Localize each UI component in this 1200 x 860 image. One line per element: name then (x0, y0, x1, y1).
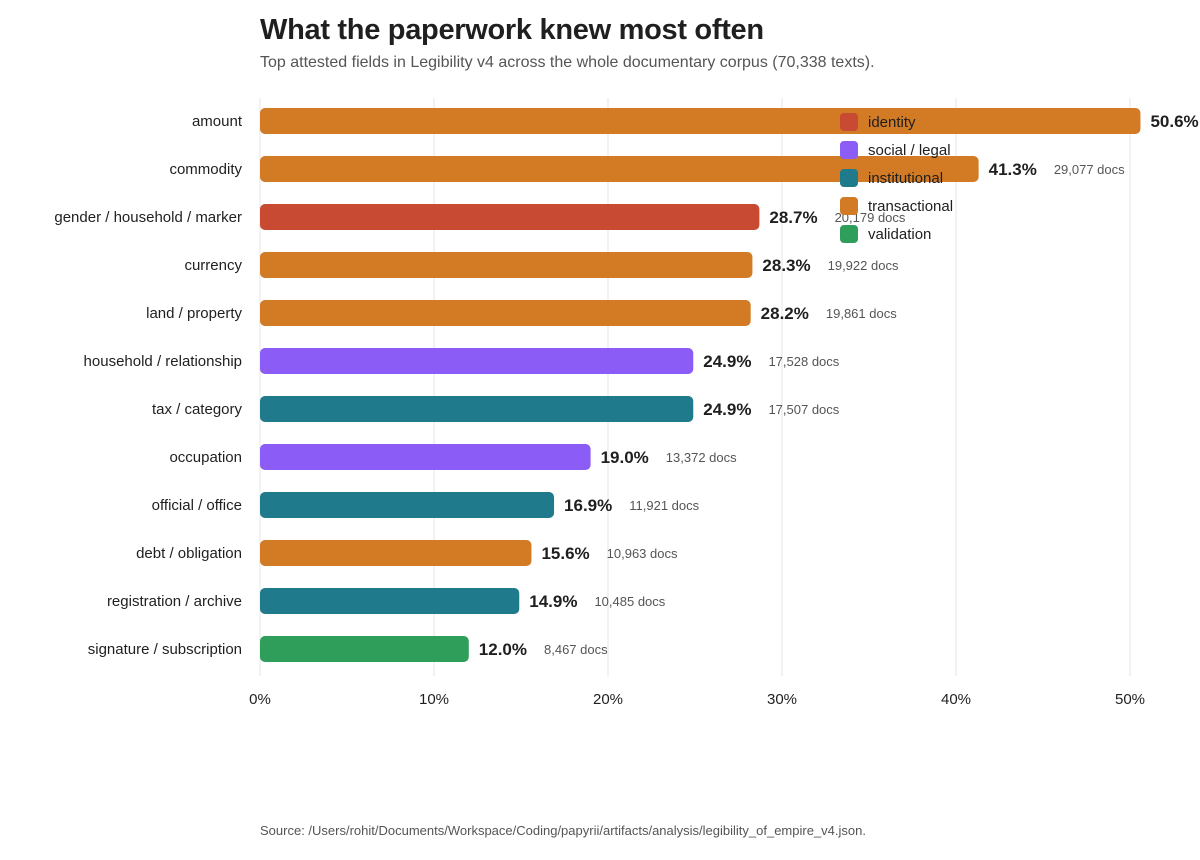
bar (260, 300, 751, 326)
category-label: tax / category (152, 401, 243, 418)
x-tick-label: 20% (593, 691, 623, 708)
legend-label: transactional (868, 197, 954, 215)
category-label: registration / archive (107, 593, 242, 610)
bar (260, 492, 555, 518)
doc-count-label: 10,963 docs (607, 546, 678, 561)
doc-count-label: 8,467 docs (544, 642, 608, 657)
bar (260, 636, 469, 662)
value-label: 50.6% (1150, 112, 1198, 131)
x-tick-label: 30% (767, 691, 797, 708)
category-label: official / office (152, 497, 242, 514)
value-label: 24.9% (703, 400, 751, 419)
bar (260, 108, 1141, 134)
bar (260, 588, 520, 614)
legend-item-validation: validation (840, 220, 953, 248)
value-label: 28.3% (762, 256, 810, 275)
category-label: currency (184, 257, 242, 274)
legend-swatch (840, 225, 858, 243)
legend-swatch (840, 113, 858, 131)
value-label: 28.2% (761, 304, 809, 323)
value-label: 24.9% (703, 352, 751, 371)
doc-count-label: 11,921 docs (629, 498, 699, 513)
doc-count-label: 17,507 docs (768, 402, 839, 417)
category-label: gender / household / marker (54, 209, 242, 226)
category-label: land / property (146, 305, 242, 322)
doc-count-label: 19,922 docs (828, 258, 899, 273)
doc-count-label: 13,372 docs (666, 450, 737, 465)
category-label: amount (192, 113, 243, 130)
x-tick-label: 0% (249, 691, 271, 708)
bar (260, 252, 753, 278)
legend-label: social / legal (868, 141, 951, 159)
legend-item-social-legal: social / legal (840, 136, 953, 164)
value-label: 19.0% (601, 448, 649, 467)
doc-count-label: 17,528 docs (768, 354, 839, 369)
doc-count-label: 29,077 docs (1054, 162, 1125, 177)
legend-swatch (840, 169, 858, 187)
category-label: commodity (169, 161, 242, 178)
legend-item-identity: identity (840, 108, 953, 136)
category-label: signature / subscription (88, 641, 242, 658)
bar-chart: 0% 10% 20% 30% 40% 50% amount 50.6% commodity 41.… (54, 98, 1199, 708)
value-label: 16.9% (564, 496, 612, 515)
category-label: occupation (169, 449, 242, 466)
chart-title: What the paperwork knew most often (260, 14, 764, 46)
value-label: 28.7% (769, 208, 817, 227)
bar (260, 444, 591, 470)
legend-label: institutional (868, 169, 944, 187)
x-tick-label: 50% (1115, 691, 1145, 708)
value-label: 12.0% (479, 640, 527, 659)
doc-count-label: 10,485 docs (594, 594, 665, 609)
category-label: debt / obligation (136, 545, 242, 562)
legend-label: validation (868, 225, 932, 243)
value-label: 41.3% (989, 160, 1037, 179)
bar (260, 204, 760, 230)
bar (260, 348, 694, 374)
bar (260, 396, 694, 422)
value-label: 15.6% (541, 544, 589, 563)
value-label: 14.9% (529, 592, 577, 611)
legend: identity social / legal institutional tr… (840, 108, 953, 248)
x-tick-label: 40% (941, 691, 971, 708)
chart-subtitle: Top attested fields in Legibility v4 acr… (260, 54, 875, 71)
doc-count-label: 19,861 docs (826, 306, 897, 321)
legend-swatch (840, 141, 858, 159)
source-note: Source: /Users/rohit/Documents/Workspace… (260, 823, 866, 838)
legend-item-transactional: transactional (840, 192, 953, 220)
x-tick-label: 10% (419, 691, 449, 708)
legend-label: identity (868, 113, 916, 131)
legend-swatch (840, 197, 858, 215)
category-label: household / relationship (84, 353, 242, 370)
bar (260, 156, 979, 182)
legend-item-institutional: institutional (840, 164, 953, 192)
bar (260, 540, 532, 566)
